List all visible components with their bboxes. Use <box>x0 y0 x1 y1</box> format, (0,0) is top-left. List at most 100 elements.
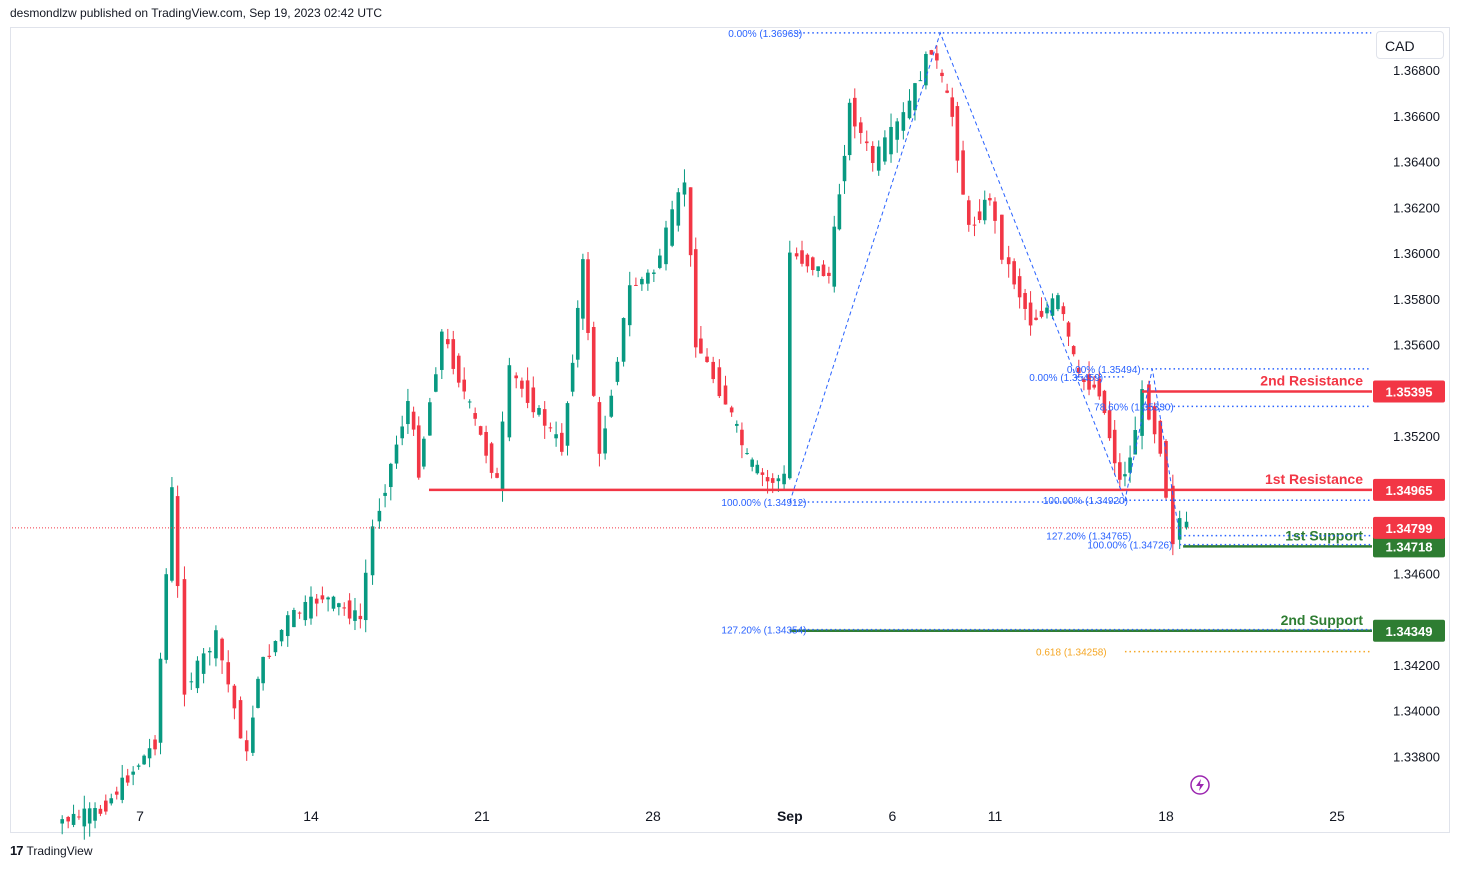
candle-body <box>609 395 614 417</box>
candle-body <box>907 100 912 119</box>
candle-body <box>1184 521 1189 528</box>
candle-body <box>353 610 357 621</box>
candle-body <box>406 401 410 425</box>
candle-body <box>175 496 180 587</box>
time-tick: 28 <box>645 808 661 824</box>
candle-body <box>581 259 585 319</box>
candle-body <box>531 387 536 413</box>
last-price-label: 1.34799 <box>1386 521 1433 536</box>
fib-level-label: 127.20% (1.34354) <box>721 626 806 637</box>
fib-level-label: 100.00% (1.34726) <box>1087 541 1172 552</box>
price-tick: 1.35200 <box>1393 429 1440 444</box>
candles-layer <box>60 45 1189 840</box>
fib-level-label: 0.00% (1.35459) <box>1029 373 1103 384</box>
candle-body <box>1092 384 1096 388</box>
candle-body <box>1112 429 1117 464</box>
candle-body <box>591 326 596 396</box>
candle-body <box>950 97 955 117</box>
candle-body <box>993 201 997 221</box>
candle-body <box>1012 261 1016 285</box>
candle-body <box>1023 292 1027 309</box>
fib-level-label: 78.60% (1.35330) <box>1094 402 1174 413</box>
candle-body <box>207 650 212 653</box>
candle-body <box>924 53 928 86</box>
candle-body <box>788 252 792 479</box>
candle-body <box>740 429 744 446</box>
price-tick: 1.35800 <box>1393 292 1440 307</box>
candle-body <box>500 421 505 491</box>
candle-body <box>1118 462 1122 480</box>
price-tick: 1.36800 <box>1393 63 1440 78</box>
candle-body <box>136 765 141 767</box>
candle-body <box>870 145 875 163</box>
candle-body <box>147 748 152 759</box>
candle-body <box>189 681 194 683</box>
candle-body <box>1071 346 1076 355</box>
candle-body <box>142 755 146 765</box>
candle-body <box>358 615 363 620</box>
candle-body <box>292 610 296 628</box>
price-axis: 1.35395 1.34965 1.34718 1.34349 1.34799 1.338… <box>1373 63 1445 764</box>
candle-body <box>548 427 553 429</box>
candle-body <box>876 146 881 171</box>
candle-body <box>238 700 243 739</box>
candle-body <box>326 597 330 600</box>
candle-body <box>342 607 347 609</box>
candle-body <box>782 473 786 485</box>
candle-body <box>810 257 815 271</box>
footer-brand: TradingView <box>26 843 93 858</box>
price-tick: 1.36600 <box>1393 109 1440 124</box>
currency-selector[interactable]: CAD <box>1376 31 1444 59</box>
candle-body <box>889 126 893 155</box>
time-tick: Sep <box>777 808 803 824</box>
level-price-label: 1.34349 <box>1386 624 1433 639</box>
candle-body <box>309 596 313 619</box>
candle-body <box>745 453 749 455</box>
candle-body <box>1045 307 1049 314</box>
candle-body <box>389 463 393 488</box>
candle-body <box>554 434 558 439</box>
candle-body <box>955 106 960 161</box>
candle-body <box>214 630 218 659</box>
candle-body <box>883 137 887 162</box>
candle-body <box>794 253 799 257</box>
candle-body <box>1164 441 1168 498</box>
fib-level-label: 100.00% (1.34912) <box>721 498 806 509</box>
candle-body <box>1097 378 1102 397</box>
level-price-label: 1.35395 <box>1386 385 1433 400</box>
time-tick: 14 <box>303 808 319 824</box>
candle-body <box>565 403 570 446</box>
candle-body <box>303 601 308 621</box>
candle-body <box>670 209 674 246</box>
candle-body <box>495 473 499 478</box>
candle-body <box>575 307 580 360</box>
price-tick: 1.33800 <box>1393 749 1440 764</box>
candle-body <box>226 662 231 685</box>
candle-body <box>131 771 135 775</box>
candle-body <box>320 595 325 600</box>
candle-body <box>1076 367 1081 374</box>
candle-body <box>164 574 169 660</box>
candle-body <box>664 227 668 265</box>
price-tick: 1.35600 <box>1393 338 1440 353</box>
candle-body <box>337 603 341 608</box>
footer: 17 TradingView <box>10 843 93 858</box>
candle-body <box>251 717 255 753</box>
candle-body <box>977 211 982 220</box>
candle-body <box>1061 306 1066 315</box>
price-tick: 1.36000 <box>1393 246 1440 261</box>
candle-body <box>1006 257 1011 265</box>
candle-body <box>658 255 662 268</box>
candle-body <box>621 318 626 362</box>
candle-body <box>1140 389 1144 436</box>
candle-body <box>640 278 644 285</box>
fib-level-label: 100.00% (1.34920) <box>1043 496 1128 507</box>
candle-body <box>297 612 302 614</box>
candle-body <box>827 272 831 276</box>
candle-body <box>285 615 290 637</box>
candle-body <box>1102 390 1107 414</box>
time-tick: 11 <box>988 808 1003 824</box>
candle-body <box>416 425 421 478</box>
candle-body <box>267 655 272 657</box>
